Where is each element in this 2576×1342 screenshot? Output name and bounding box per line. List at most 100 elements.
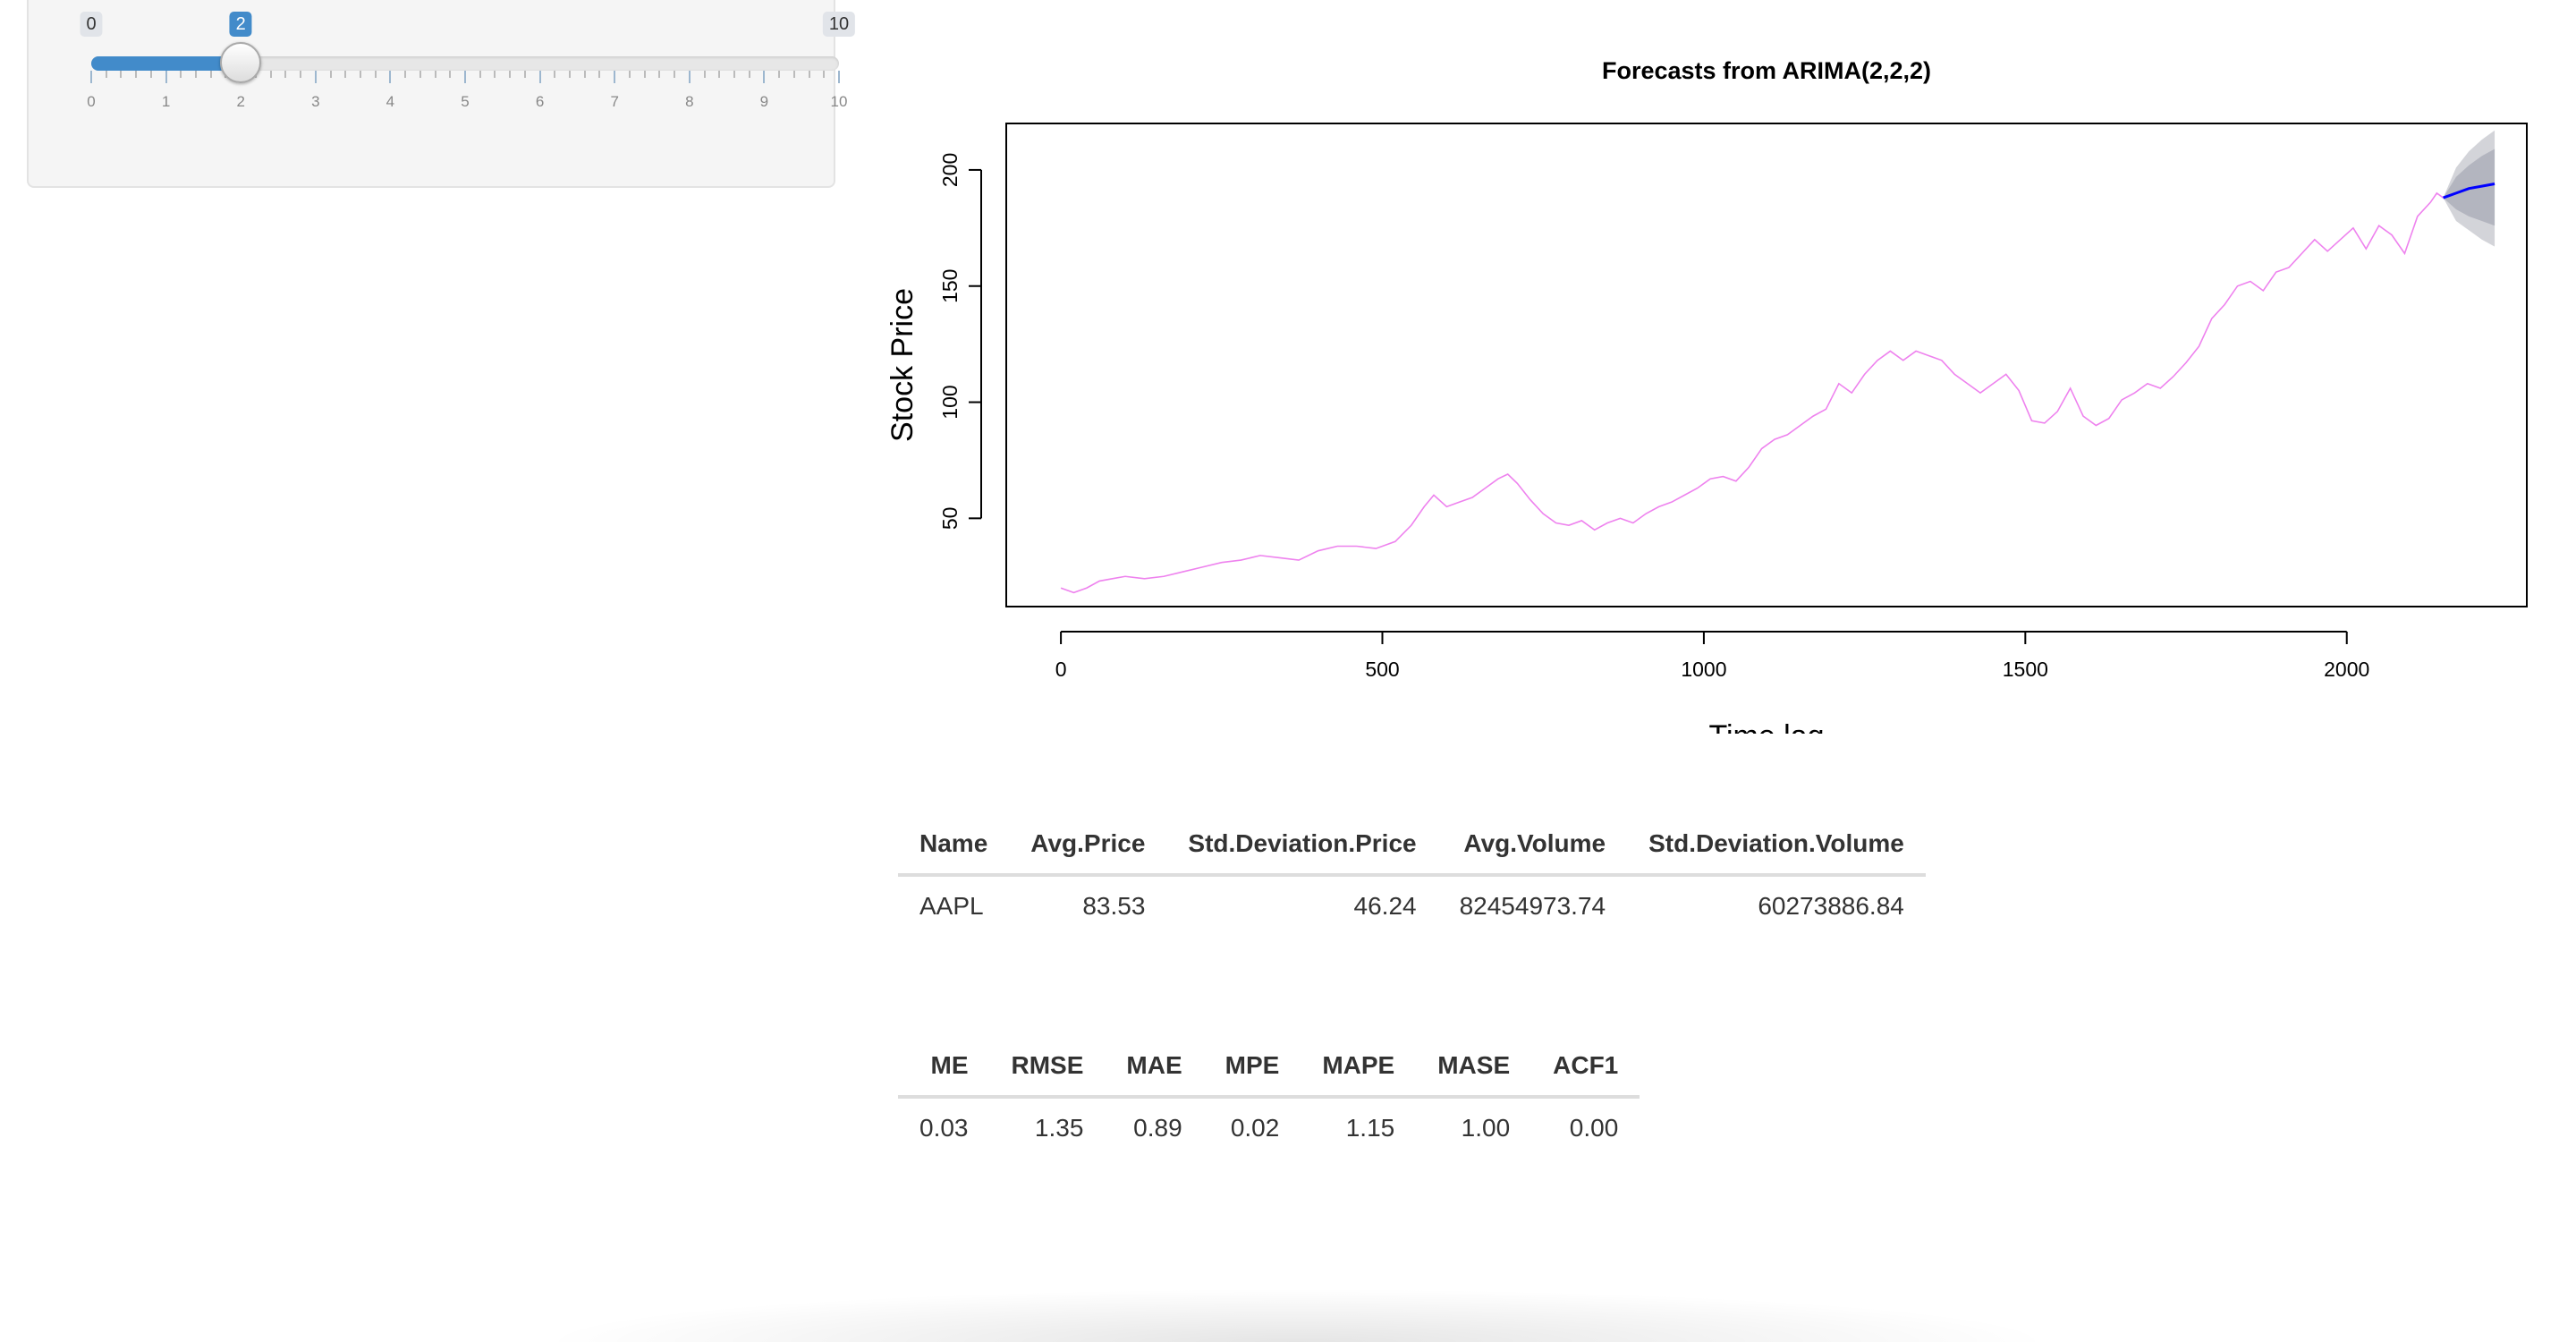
slider-min-label: 0 xyxy=(80,12,103,37)
slider-minor-tick xyxy=(674,71,676,78)
accuracy-cell-acf1: 0.00 xyxy=(1569,1114,1619,1142)
slider-minor-tick xyxy=(329,71,332,78)
slider-tick-label: 6 xyxy=(535,93,545,110)
slider-minor-tick xyxy=(583,71,586,78)
accuracy-header-mpe: MPE xyxy=(1203,1036,1301,1099)
chart-x-label: Time lag xyxy=(1708,719,1824,734)
summary-table: Name Avg.Price Std.Deviation.Price Avg.V… xyxy=(898,814,1926,936)
table-row: 0.03 1.35 0.89 0.02 1.15 1.00 0.00 xyxy=(898,1097,1640,1158)
y-tick-label: 200 xyxy=(938,153,962,187)
slider-minor-tick xyxy=(434,71,436,78)
slider-value-label: 2 xyxy=(229,12,252,37)
accuracy-cell-mae: 0.89 xyxy=(1133,1114,1182,1142)
summary-header-name: Name xyxy=(898,814,1010,877)
chart-axes: 0 500 1000 1500 2000 50 100 150 200 xyxy=(938,153,2369,681)
slider-handle[interactable] xyxy=(220,42,262,83)
y-tick-label: 150 xyxy=(938,269,962,303)
summary-header-avg-volume: Avg.Volume xyxy=(1437,814,1628,877)
slider-minor-tick xyxy=(449,71,452,78)
slider-minor-tick xyxy=(748,71,750,78)
y-tick-label: 50 xyxy=(938,507,962,531)
slider-minor-tick xyxy=(269,71,272,78)
slider-max-label: 10 xyxy=(822,12,856,37)
accuracy-header-me: ME xyxy=(898,1036,990,1099)
slider-minor-tick xyxy=(479,71,481,78)
slider-tick-label: 1 xyxy=(161,93,171,110)
accuracy-header-rmse: RMSE xyxy=(989,1036,1106,1099)
x-tick-label: 1500 xyxy=(2003,658,2048,681)
summary-cell-sd-volume: 60273886.84 xyxy=(1758,892,1904,920)
slider-minor-tick xyxy=(808,71,810,78)
slider-minor-tick xyxy=(404,71,407,78)
bottom-shadow xyxy=(537,1288,2057,1342)
slider-minor-tick xyxy=(523,71,526,78)
accuracy-table: ME RMSE MAE MPE MAPE MASE ACF1 0.03 1.35… xyxy=(898,1036,1640,1158)
accuracy-header-acf1: ACF1 xyxy=(1531,1036,1640,1099)
slider-panel: 0 2 10 0 1 2 3 4 5 6 7 8 9 10 xyxy=(27,0,856,188)
accuracy-cell-rmse: 1.35 xyxy=(1034,1114,1084,1142)
slider-minor-tick xyxy=(494,71,496,78)
slider-minor-tick xyxy=(359,71,361,78)
slider-tick-label: 5 xyxy=(461,93,470,110)
summary-cell-sd-price: 46.24 xyxy=(1353,892,1417,920)
slider-minor-tick xyxy=(703,71,706,78)
accuracy-header-mase: MASE xyxy=(1416,1036,1532,1099)
slider-minor-tick xyxy=(628,71,631,78)
summary-header-avg-price: Avg.Price xyxy=(1009,814,1167,877)
summary-header-sd-price: Std.Deviation.Price xyxy=(1166,814,1438,877)
accuracy-cell-me: 0.03 xyxy=(919,1114,969,1142)
slider-tick-label: 8 xyxy=(685,93,694,110)
slider-tick-label: 2 xyxy=(236,93,245,110)
slider-major-tick xyxy=(838,71,840,83)
slider-major-tick xyxy=(538,71,541,83)
x-tick-label: 500 xyxy=(1365,658,1399,681)
forecast-chart: 0 500 1000 1500 2000 50 100 150 200 Forecasts fr… xyxy=(886,57,2528,734)
slider-minor-tick xyxy=(195,71,198,78)
slider-major-tick xyxy=(314,71,317,83)
slider-major-tick xyxy=(614,71,616,83)
slider-tick-label: 0 xyxy=(87,93,96,110)
x-tick-label: 0 xyxy=(1055,658,1067,681)
slider-minor-tick xyxy=(598,71,601,78)
slider-major-tick xyxy=(165,71,167,83)
slider-minor-tick xyxy=(792,71,795,78)
slider-minor-tick xyxy=(149,71,152,78)
slider-minor-tick xyxy=(733,71,735,78)
accuracy-cell-mase: 1.00 xyxy=(1461,1114,1511,1142)
summary-header-row: Name Avg.Price Std.Deviation.Price Avg.V… xyxy=(898,814,1926,877)
slider-minor-tick xyxy=(569,71,572,78)
slider-minor-tick xyxy=(209,71,212,78)
chart-title: Forecasts from ARIMA(2,2,2) xyxy=(1602,57,1931,84)
forecast-line xyxy=(2443,183,2496,200)
slider-minor-tick xyxy=(284,71,287,78)
accuracy-header-mae: MAE xyxy=(1105,1036,1204,1099)
x-tick-label: 1000 xyxy=(1681,658,1726,681)
slider-minor-tick xyxy=(344,71,347,78)
slider-minor-tick xyxy=(135,71,138,78)
slider-minor-tick xyxy=(419,71,421,78)
slider-tick-label: 4 xyxy=(386,93,395,110)
slider-minor-tick xyxy=(643,71,646,78)
slider-tick-label: 7 xyxy=(610,93,619,110)
slider-minor-tick xyxy=(180,71,182,78)
slider-minor-tick xyxy=(718,71,721,78)
slider-minor-tick xyxy=(374,71,377,78)
slider-major-tick xyxy=(389,71,392,83)
slider-major-tick xyxy=(688,71,691,83)
summary-cell-avg-price: 83.53 xyxy=(1082,892,1146,920)
slider-minor-tick xyxy=(300,71,302,78)
slider-tick-label: 10 xyxy=(830,93,848,110)
slider-minor-tick xyxy=(658,71,661,78)
chart-y-label: Stock Price xyxy=(886,288,919,442)
x-tick-label: 2000 xyxy=(2324,658,2369,681)
slider-tick-label: 3 xyxy=(311,93,320,110)
accuracy-header-row: ME RMSE MAE MPE MAPE MASE ACF1 xyxy=(898,1036,1640,1099)
summary-cell-name: AAPL xyxy=(919,892,984,920)
accuracy-header-mape: MAPE xyxy=(1301,1036,1417,1099)
slider-tick-label: 9 xyxy=(759,93,769,110)
slider-track[interactable] xyxy=(91,56,839,71)
slider-major-tick xyxy=(90,71,92,83)
slider-minor-tick xyxy=(778,71,781,78)
slider-minor-tick xyxy=(105,71,107,78)
slider-fill xyxy=(91,56,242,71)
